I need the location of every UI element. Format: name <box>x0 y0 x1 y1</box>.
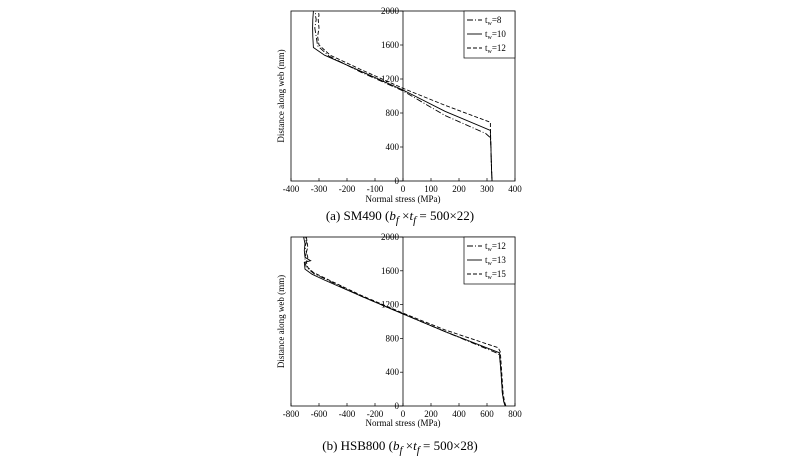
legend-label-0: tw=12 <box>485 241 506 253</box>
x-tick-label: 0 <box>401 409 406 419</box>
x-tick-label: -100 <box>367 184 384 194</box>
y-tick-label: 2000 <box>381 6 400 16</box>
legend-label-1: tw=13 <box>485 255 506 267</box>
chart-1: -800 -600 -400 -200 0 200 400 600 800 0 400 800 1200… <box>276 232 522 428</box>
series-line-1 <box>303 236 506 407</box>
y-tick-label: 1200 <box>381 300 400 310</box>
y-tick-label: 1600 <box>381 40 400 50</box>
legend-label-2: tw=12 <box>485 43 506 55</box>
y-axis-label: Distance along web (mm) <box>276 49 286 142</box>
x-tick-label: -200 <box>367 409 384 419</box>
legend-box <box>463 10 516 59</box>
caption-a-sub1: f <box>395 214 399 227</box>
series-line-2 <box>317 10 493 182</box>
x-tick-label: 600 <box>480 409 494 419</box>
x-axis-label: Normal stress (MPa) <box>366 194 441 204</box>
x-tick-label: 0 <box>401 184 406 194</box>
y-tick-label: 800 <box>386 333 400 343</box>
x-tick-label: -400 <box>339 409 356 419</box>
chart-0: -400 -300 -200 -100 0 100 200 300 400 0 400 800 1200… <box>276 6 522 204</box>
legend-label-1: tw=10 <box>485 29 506 41</box>
x-tick-label: -400 <box>283 184 300 194</box>
caption-b-b: b <box>393 438 400 453</box>
caption-b-t: t <box>413 438 417 453</box>
caption-b-times: × <box>402 438 414 453</box>
x-tick-label: 100 <box>424 184 438 194</box>
y-tick-label: 1200 <box>381 74 400 84</box>
y-axis-label: Distance along web (mm) <box>276 275 286 368</box>
legend-box <box>463 236 516 285</box>
y-tick-label: 400 <box>386 142 400 152</box>
caption-a-times: × <box>398 208 410 223</box>
series-line-2 <box>305 236 507 407</box>
x-tick-label: 400 <box>508 184 522 194</box>
y-tick-label: 0 <box>395 176 400 186</box>
caption-b-prefix: (b) HSB800 ( <box>322 438 394 453</box>
legend-label-2: tw=15 <box>485 269 506 281</box>
caption-a-sub2: f <box>413 214 417 227</box>
x-tick-label: -300 <box>311 184 328 194</box>
y-tick-label: 2000 <box>381 232 400 242</box>
x-tick-label: -200 <box>339 184 356 194</box>
x-tick-label: 200 <box>452 184 466 194</box>
y-tick-label: 400 <box>386 367 400 377</box>
caption-b-sub2: f <box>416 444 420 457</box>
caption-a-prefix: (a) SM490 ( <box>325 208 390 223</box>
caption-a-suffix: = 500×22) <box>416 208 475 223</box>
caption-a-t: t <box>409 208 414 223</box>
caption-b: (b) HSB800 (bf ×tf = 500×28) <box>0 438 800 457</box>
caption-b-suffix: = 500×28) <box>419 438 478 453</box>
x-tick-label: 300 <box>480 184 494 194</box>
legend-label-0: tw=8 <box>485 15 502 27</box>
x-tick-label: 800 <box>508 409 522 419</box>
x-tick-label: 200 <box>424 409 438 419</box>
x-tick-label: -800 <box>283 409 300 419</box>
x-tick-label: -600 <box>311 409 328 419</box>
y-tick-label: 0 <box>395 401 400 411</box>
caption-a-b: b <box>389 208 396 223</box>
x-tick-label: 400 <box>452 409 466 419</box>
y-tick-label: 800 <box>386 108 400 118</box>
caption-a: (a) SM490 (bf ×tf = 500×22) <box>0 208 800 227</box>
x-axis-label: Normal stress (MPa) <box>366 418 441 428</box>
y-tick-label: 1600 <box>381 266 400 276</box>
caption-b-sub1: f <box>399 444 403 457</box>
